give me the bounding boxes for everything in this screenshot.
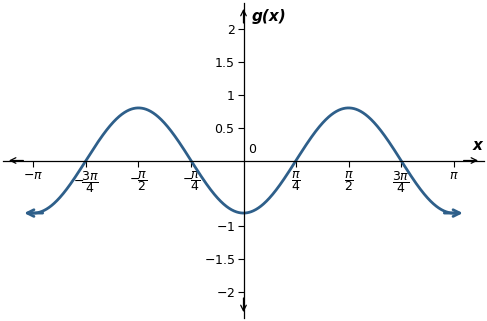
Text: g(x): g(x) — [251, 9, 286, 24]
Text: x: x — [473, 138, 483, 152]
Text: $0$: $0$ — [248, 143, 257, 156]
